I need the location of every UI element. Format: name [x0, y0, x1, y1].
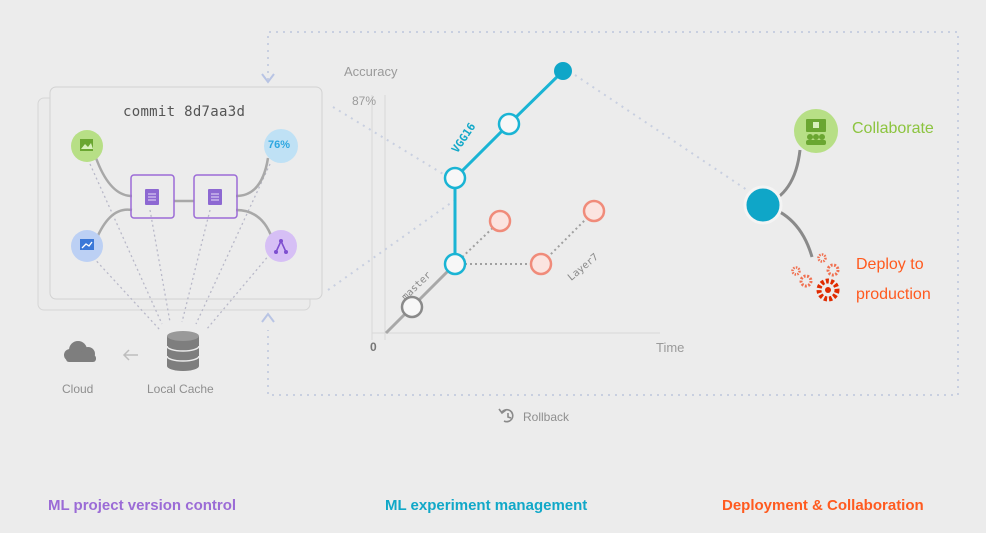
y-axis-label: Accuracy — [344, 64, 398, 79]
rollback-label: Rollback — [523, 410, 570, 424]
graph-icon — [265, 230, 297, 262]
deploy-label: Deploy to production — [856, 256, 931, 303]
cloud-icon — [64, 341, 96, 362]
deploy-node — [743, 185, 783, 225]
layer7-branch — [455, 210, 595, 265]
loop-arrow-down — [261, 73, 275, 84]
footer-version-control: ML project version control — [48, 497, 237, 514]
local-cache-label: Local Cache — [147, 382, 214, 396]
metric-badge — [264, 129, 298, 163]
data-file-box — [130, 174, 175, 219]
commit-label: commit 8d7aa3d — [123, 104, 246, 120]
y-tick-label: 87% — [352, 94, 377, 108]
model-file-box — [193, 174, 238, 219]
commit-card — [49, 86, 323, 300]
footer-deployment: Deployment & Collaboration — [722, 497, 924, 514]
collaborate-label: Collaborate — [852, 120, 934, 137]
chart-axes — [371, 95, 660, 340]
experiment-node — [497, 112, 521, 136]
footer-experiment-management: ML experiment management — [385, 497, 588, 514]
x-axis-origin: 0 — [370, 340, 377, 354]
cache-connections — [89, 163, 271, 331]
cloud-label: Cloud — [62, 382, 94, 396]
experiment-node-failed — [488, 209, 512, 233]
best-experiment-node — [554, 62, 572, 80]
experiment-node — [443, 252, 467, 276]
experiment-node-failed — [582, 199, 606, 223]
commit-connections — [94, 157, 274, 241]
sync-arrow — [122, 349, 138, 361]
vgg16-branch — [453, 69, 565, 264]
experiment-node-failed — [529, 252, 553, 276]
master-commit-node — [400, 295, 424, 319]
metric-badge-value: 76% — [268, 139, 291, 151]
rollback-icon — [498, 408, 514, 423]
experiment-node — [443, 166, 467, 190]
link-commit-to-vgg — [332, 106, 454, 181]
link-best-to-deploy — [574, 74, 763, 201]
database-icon — [166, 331, 200, 371]
gears-icon — [791, 253, 840, 302]
loop-arrow-up — [261, 312, 275, 323]
link-commit-to-master — [327, 199, 456, 291]
x-axis-label: Time — [656, 340, 685, 355]
